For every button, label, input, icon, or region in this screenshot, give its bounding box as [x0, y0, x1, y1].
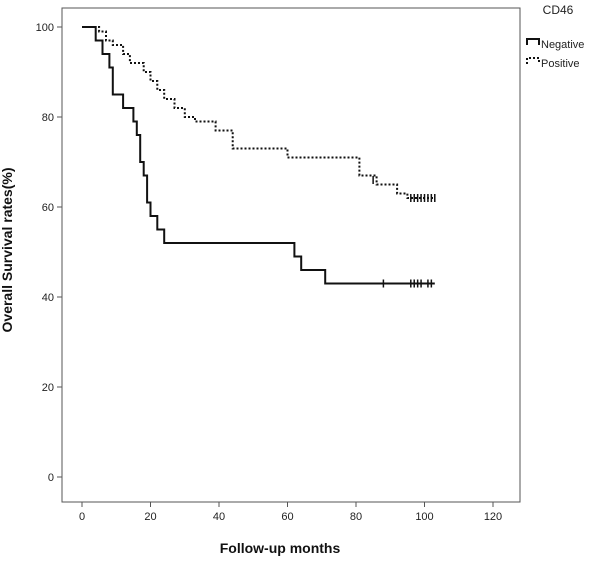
plot-frame: [61, 7, 521, 503]
x-axis-title: Follow-up months: [220, 540, 341, 556]
series-layer: [82, 26, 436, 288]
x-tick-label: 120: [484, 511, 502, 523]
axes: 0 20 40 60 80 100 120 0 20 40 60 80 100: [36, 7, 521, 523]
legend-swatch-positive: [526, 57, 540, 64]
legend-swatch-negative: [526, 38, 540, 45]
x-tick-label: 80: [350, 511, 362, 523]
x-tick-label: 60: [281, 511, 293, 523]
x-tick-label: 100: [415, 511, 433, 523]
legend-item-negative: Negative: [526, 38, 584, 51]
legend-label-negative: Negative: [541, 39, 584, 51]
x-tick-label: 20: [144, 511, 156, 523]
y-tick-label: 100: [36, 22, 54, 34]
y-axis-title: Overall Survival rates(%): [0, 168, 15, 333]
series-line-positive: [82, 26, 435, 199]
y-tick-label: 60: [42, 202, 54, 214]
x-tick-label: 0: [79, 511, 85, 523]
y-tick-label: 40: [42, 292, 54, 304]
series-line-negative: [82, 26, 435, 285]
legend: CD46 Negative Positive: [526, 3, 584, 70]
y-tick-label: 0: [48, 472, 54, 484]
legend-title: CD46: [543, 3, 574, 17]
y-tick-label: 20: [42, 382, 54, 394]
x-tick-label: 40: [213, 511, 225, 523]
y-tick-label: 80: [42, 112, 54, 124]
legend-label-positive: Positive: [541, 58, 580, 70]
legend-item-positive: Positive: [526, 57, 580, 70]
